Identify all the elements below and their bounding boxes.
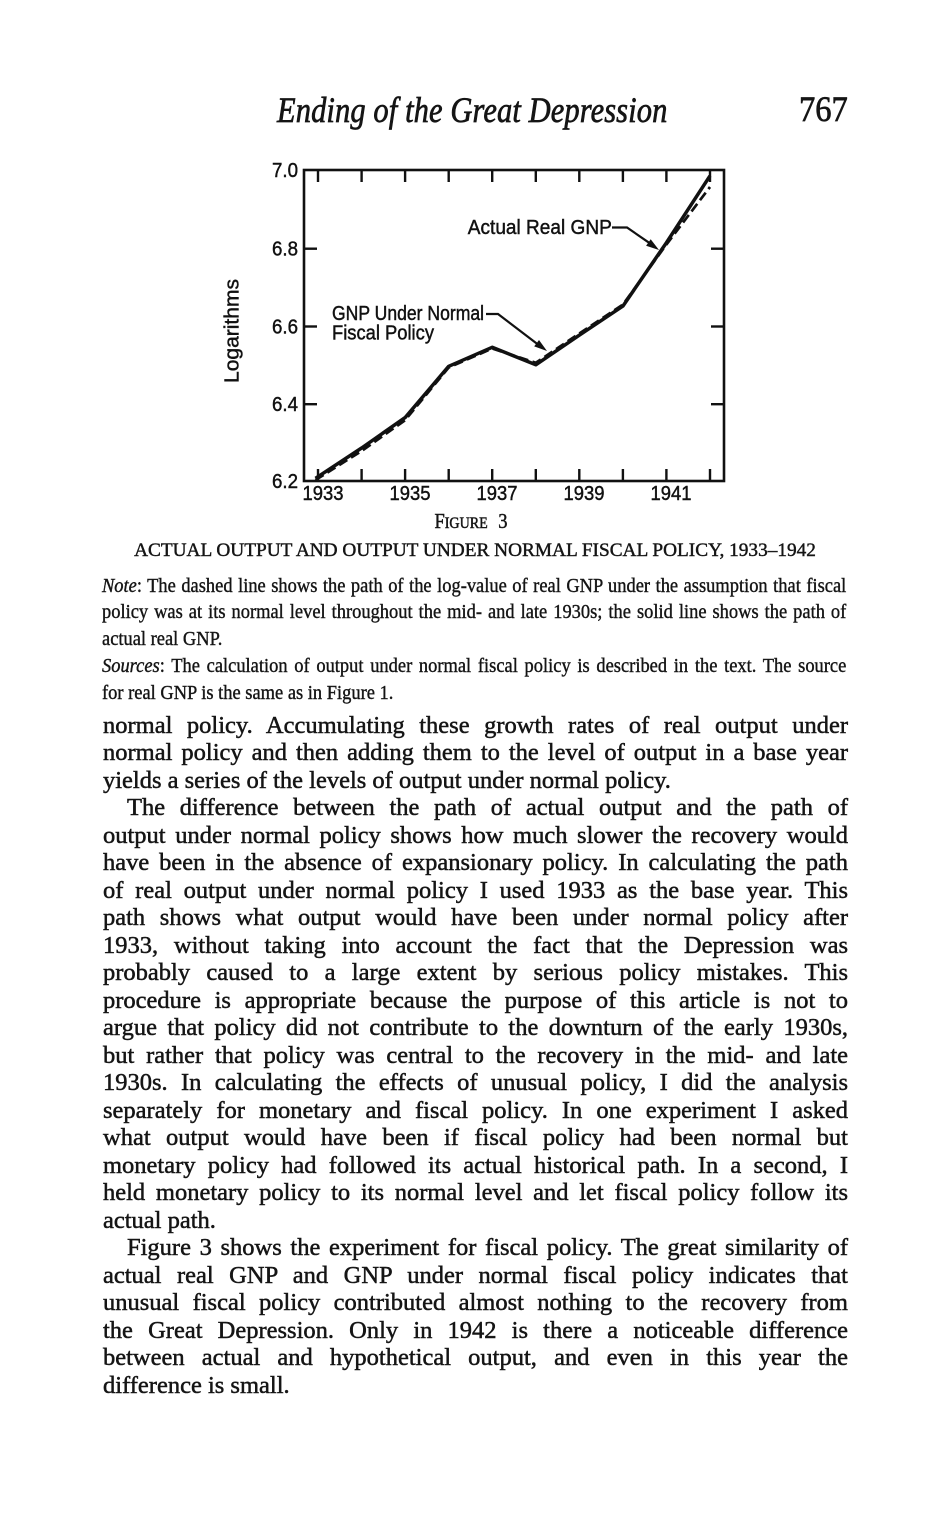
svg-text:7.0: 7.0 — [272, 159, 298, 182]
svg-text:6.8: 6.8 — [272, 238, 298, 261]
svg-text:1935: 1935 — [390, 482, 431, 505]
svg-text:1941: 1941 — [651, 482, 692, 505]
svg-text:Actual Real GNP: Actual Real GNP — [468, 216, 612, 239]
svg-text:6.2: 6.2 — [272, 470, 298, 493]
svg-text:1937: 1937 — [477, 482, 518, 505]
svg-text:Fiscal Policy: Fiscal Policy — [332, 322, 435, 345]
svg-text:6.6: 6.6 — [272, 316, 298, 339]
svg-text:Logarithms: Logarithms — [221, 279, 244, 383]
svg-text:6.4: 6.4 — [272, 393, 298, 416]
svg-text:1939: 1939 — [564, 482, 605, 505]
svg-text:1933: 1933 — [303, 482, 344, 505]
svg-text:GNP Under Normal: GNP Under Normal — [332, 302, 484, 325]
